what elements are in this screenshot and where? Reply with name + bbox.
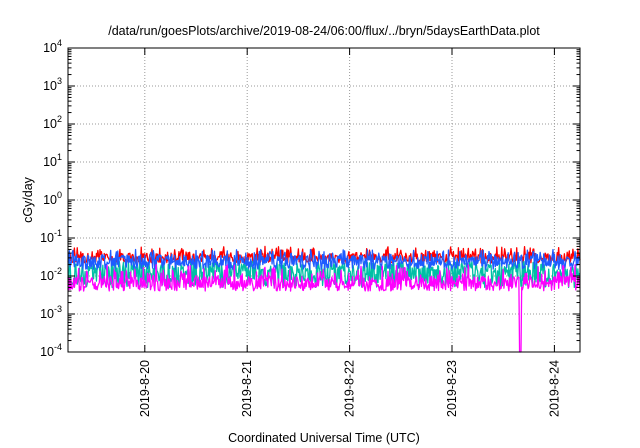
series-layer — [67, 245, 581, 353]
y-tick-label: 10-4 — [40, 342, 62, 359]
x-tick-label: 2019-8-24 — [547, 360, 561, 417]
y-tick-label: 10-2 — [40, 266, 62, 283]
x-tick-label: 2019-8-22 — [343, 360, 357, 417]
y-tick-label: 10-1 — [40, 228, 62, 245]
y-tick-label: 10-3 — [40, 304, 62, 321]
y-tick-label: 100 — [43, 190, 62, 207]
series-line-2 — [67, 248, 581, 270]
x-tick-label: 2019-8-21 — [240, 360, 254, 417]
grid — [68, 48, 580, 352]
ticks: 10-4 10-3 10-2 10-1 100 101 102 103 104 2019-8-20… — [40, 38, 580, 417]
y-axis-label: cGy/day — [21, 176, 35, 223]
x-axis-label: Coordinated Universal Time (UTC) — [228, 431, 420, 445]
x-tick-label: 2019-8-20 — [138, 360, 152, 417]
y-tick-label: 104 — [43, 38, 62, 55]
x-tick-label: 2019-8-23 — [445, 360, 459, 417]
y-tick-label: 102 — [43, 114, 62, 131]
y-tick-label: 101 — [43, 152, 62, 169]
y-tick-label: 103 — [43, 76, 62, 93]
series-line-1 — [67, 260, 581, 289]
chart-title: /data/run/goesPlots/archive/2019-08-24/0… — [108, 24, 540, 38]
series-line-3 — [67, 264, 581, 353]
